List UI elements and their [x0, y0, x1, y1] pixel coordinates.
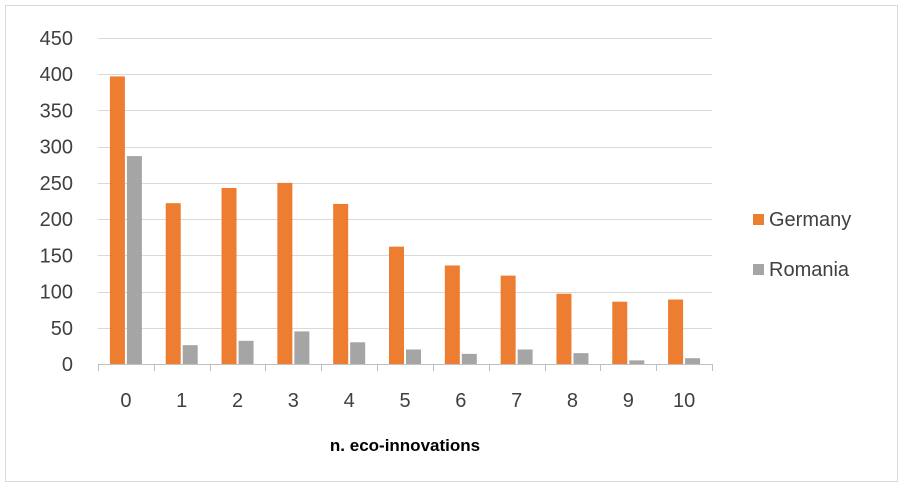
bar-romania-4 — [350, 342, 366, 364]
bar-romania-1 — [182, 345, 198, 364]
x-tick-label: 9 — [623, 390, 634, 412]
chart-frame — [5, 5, 898, 482]
bar-germany-2 — [221, 187, 237, 364]
x-tick-label: 0 — [120, 390, 131, 412]
y-axis-tick-labels: 0 50 100 150 200 250 300 350 400 450 — [40, 28, 73, 376]
legend-label-germany: Germany — [769, 209, 851, 231]
bar-romania-0 — [126, 156, 142, 364]
bar-romania-7 — [517, 349, 533, 364]
legend-label-romania: Romania — [769, 259, 850, 281]
x-tick-label: 3 — [288, 390, 299, 412]
bar-germany-4 — [333, 203, 349, 364]
bar-germany-1 — [165, 203, 181, 364]
y-tick-label: 350 — [40, 100, 73, 122]
bars — [109, 76, 701, 364]
bar-romania-8 — [573, 353, 589, 364]
y-tick-label: 450 — [40, 28, 73, 50]
bar-germany-3 — [277, 182, 293, 364]
x-axis — [98, 364, 713, 371]
bar-romania-5 — [406, 349, 421, 364]
x-tick-label: 1 — [176, 390, 187, 412]
bar-romania-2 — [238, 340, 254, 364]
x-tick-label: 4 — [344, 390, 355, 412]
y-tick-label: 150 — [40, 245, 73, 267]
x-tick-label: 2 — [232, 390, 243, 412]
x-tick-label: 10 — [673, 390, 695, 412]
x-tick-label: 6 — [455, 390, 466, 412]
bar-germany-9 — [612, 301, 628, 364]
bar-romania-3 — [294, 331, 310, 364]
legend: Germany Romania — [753, 209, 851, 281]
bar-romania-6 — [461, 353, 477, 364]
bar-germany-8 — [556, 293, 572, 364]
y-tick-label: 250 — [40, 173, 73, 195]
y-tick-label: 400 — [40, 64, 73, 86]
y-tick-label: 200 — [40, 209, 73, 231]
x-tick-label: 7 — [511, 390, 522, 412]
bar-germany-5 — [389, 246, 404, 364]
x-axis-tick-labels: 0 1 2 3 4 5 6 7 8 9 10 — [120, 390, 695, 412]
legend-swatch-romania — [753, 264, 764, 275]
y-tick-label: 50 — [51, 318, 73, 340]
x-axis-title: n. eco-innovations — [330, 436, 480, 455]
y-tick-label: 100 — [40, 282, 73, 304]
x-tick-label: 8 — [567, 390, 578, 412]
bar-romania-9 — [629, 360, 645, 364]
x-tick-label: 5 — [399, 390, 410, 412]
legend-swatch-germany — [753, 214, 764, 225]
bar-germany-7 — [500, 275, 516, 364]
y-tick-label: 300 — [40, 137, 73, 159]
y-tick-label: 0 — [62, 354, 73, 376]
bar-romania-10 — [685, 358, 701, 364]
bar-germany-6 — [444, 265, 460, 364]
bar-germany-10 — [668, 299, 684, 364]
bar-germany-0 — [109, 76, 125, 364]
gridlines — [98, 38, 712, 329]
